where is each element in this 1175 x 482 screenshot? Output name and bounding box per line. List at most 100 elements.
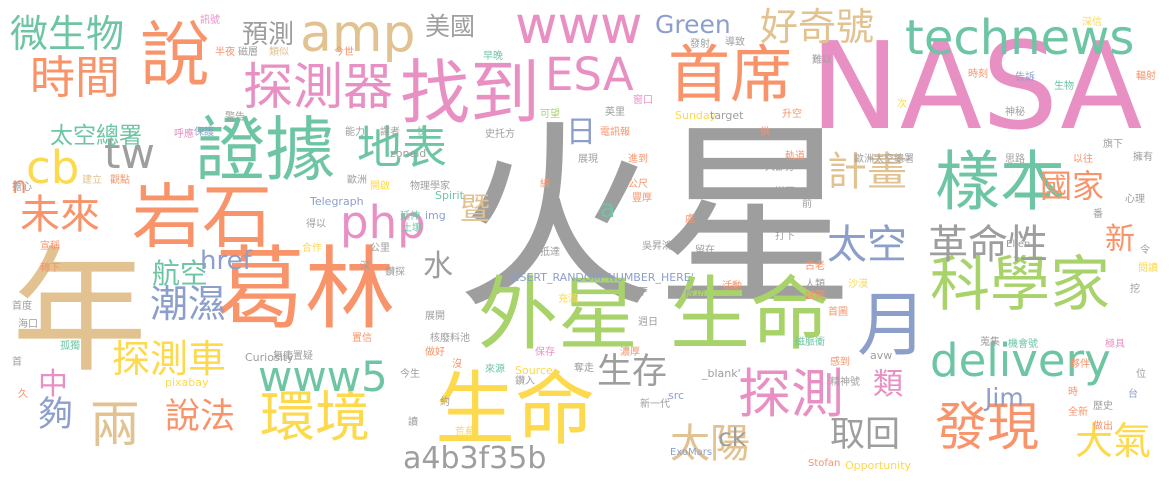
word: 軌道 bbox=[785, 152, 805, 162]
word: 暨 bbox=[460, 195, 490, 225]
word: 神秘 bbox=[1005, 108, 1025, 118]
word: 留在 bbox=[695, 246, 715, 256]
word: 延伸 bbox=[400, 212, 420, 222]
word: 挖 bbox=[1130, 285, 1140, 295]
word: 可望 bbox=[540, 110, 560, 120]
word: 預測 bbox=[242, 22, 294, 48]
word: 類 bbox=[873, 370, 903, 400]
word: ExoMars bbox=[670, 448, 712, 458]
word: 生存 bbox=[597, 355, 667, 390]
word: 番 bbox=[1093, 210, 1103, 220]
word: 全新 bbox=[1068, 408, 1088, 418]
word: _blank' bbox=[702, 368, 741, 379]
word: 今世 bbox=[334, 48, 354, 58]
word: 美國 bbox=[425, 14, 475, 39]
word: 微生物 bbox=[10, 15, 124, 53]
word: 擁有 bbox=[1133, 153, 1153, 163]
word: 充滿 bbox=[558, 295, 578, 305]
word: 探測車 bbox=[112, 340, 226, 378]
word: 史托方 bbox=[485, 130, 515, 140]
word: avw bbox=[870, 350, 892, 361]
word: pixabay bbox=[165, 377, 209, 388]
word: 深信 bbox=[1082, 18, 1102, 28]
word: 兩 bbox=[90, 400, 140, 450]
word: 深 bbox=[360, 262, 370, 272]
word: 觀點 bbox=[110, 176, 130, 186]
word: Source bbox=[515, 365, 553, 376]
word: INSERT_RANDOM_NUMBER_HERE' bbox=[508, 272, 694, 283]
word: ck bbox=[718, 425, 746, 450]
word: Green bbox=[655, 12, 731, 37]
word: 說法 bbox=[165, 400, 235, 435]
word: 歐洲 bbox=[347, 176, 367, 186]
word: 岩石 bbox=[132, 182, 272, 252]
word: 日 bbox=[566, 118, 596, 148]
word: 做出 bbox=[1093, 422, 1113, 432]
word: 保存 bbox=[535, 348, 555, 358]
word: 抵達 bbox=[540, 248, 560, 258]
word: Stofan bbox=[808, 459, 840, 469]
word: 沙漠 bbox=[848, 280, 868, 290]
word: target bbox=[710, 110, 743, 121]
word: zoneid bbox=[390, 148, 426, 159]
word: Opportunity bbox=[845, 460, 911, 471]
word: 訊號 bbox=[200, 16, 220, 26]
word: 令 bbox=[1140, 246, 1150, 256]
word: 荒蕪 bbox=[455, 428, 475, 438]
word: 物理學家 bbox=[410, 182, 450, 192]
word: 外星 bbox=[478, 275, 638, 355]
word: 置信 bbox=[352, 334, 372, 344]
word: 展開 bbox=[425, 312, 445, 322]
word: 試圖 bbox=[805, 292, 825, 302]
word: 首 bbox=[12, 358, 22, 368]
word: 轉下 bbox=[40, 264, 60, 274]
word: 中 bbox=[38, 370, 68, 400]
word: a bbox=[600, 196, 615, 221]
word: 半夜 bbox=[215, 48, 235, 58]
word: 活動 bbox=[722, 282, 742, 292]
word: Ellen bbox=[1006, 240, 1030, 250]
word: 探測 bbox=[738, 368, 844, 421]
word: 太空 bbox=[827, 225, 907, 265]
word: 核廢料池 bbox=[430, 334, 470, 344]
word: 海口 bbox=[18, 320, 38, 330]
word: 歷史 bbox=[1093, 402, 1113, 412]
word: 發射 bbox=[690, 40, 710, 50]
word: 閱讀 bbox=[1138, 264, 1158, 274]
word: amp bbox=[300, 8, 416, 60]
word: 打下 bbox=[775, 232, 795, 242]
word: 譯者 bbox=[380, 128, 400, 138]
word: 證據 bbox=[195, 115, 335, 185]
word: 大氣 bbox=[1075, 422, 1151, 460]
word: 保護 bbox=[194, 128, 214, 138]
word: 潮濕 bbox=[150, 285, 226, 323]
word: img bbox=[425, 210, 446, 221]
word: 前 bbox=[802, 200, 812, 210]
word: 約 bbox=[440, 398, 450, 408]
word: 夠 bbox=[38, 398, 73, 433]
word: 水 bbox=[423, 252, 453, 282]
word: 電訊報 bbox=[600, 128, 630, 138]
word: 讀 bbox=[408, 418, 418, 428]
word: src bbox=[668, 390, 684, 401]
word: 磁脈衝 bbox=[795, 338, 825, 348]
word: 未來 bbox=[20, 195, 100, 235]
word: 英里 bbox=[605, 108, 625, 118]
word: 建立 bbox=[82, 176, 102, 186]
word: 吳昇鴻 bbox=[642, 242, 672, 252]
word: 沒 bbox=[452, 360, 462, 370]
word: 大部分 bbox=[765, 163, 795, 173]
word: 國家 bbox=[1040, 170, 1104, 202]
word: 取回 bbox=[830, 418, 900, 453]
word: 新 bbox=[1105, 225, 1135, 255]
word: 探測器 bbox=[243, 62, 393, 112]
word: 送至 bbox=[775, 188, 795, 198]
word: 來源 bbox=[485, 365, 505, 375]
word: 公里 bbox=[370, 244, 390, 254]
word: 窗口 bbox=[633, 96, 653, 106]
word: 感到 bbox=[830, 358, 850, 368]
word: 鑽探 bbox=[385, 268, 405, 278]
word: 說 bbox=[140, 20, 210, 90]
word: 找到 bbox=[400, 58, 540, 128]
